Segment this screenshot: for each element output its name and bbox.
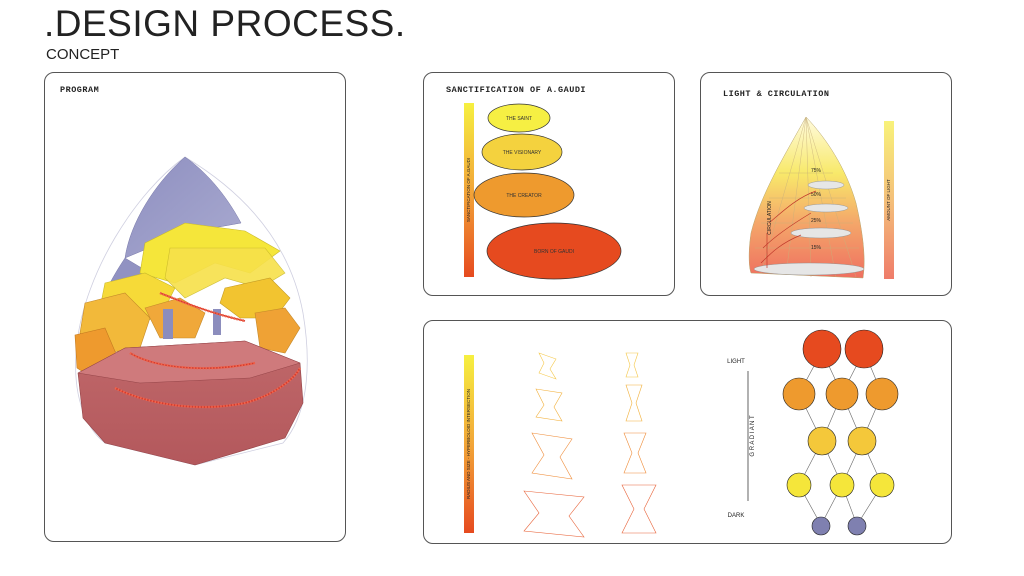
node-purple-1 xyxy=(811,516,831,536)
circulation-label: CIRCULATION xyxy=(767,201,773,235)
floor-slab-base xyxy=(753,262,865,276)
program-illustration xyxy=(74,156,308,466)
radius-bar-label: RADIUS AND SIZE - HYPERBOLOID INTERSECTI… xyxy=(466,389,471,499)
gradient-axis-label: G R A D I A N T xyxy=(750,415,756,457)
stage-born-ellipse xyxy=(486,222,622,280)
sanctification-gradient-bar xyxy=(464,103,474,277)
stage-creator-ellipse xyxy=(473,172,575,218)
stage-born-label: BORN OF GAUDI xyxy=(534,249,574,255)
hyperboloid-column-2 xyxy=(621,352,657,534)
program-label: PROGRAM xyxy=(60,85,100,95)
sanctification-label: SANCTIFICATION OF A.GAUDI xyxy=(446,85,587,95)
spiral-stair-treads xyxy=(114,291,302,409)
sanctification-diagram: SANCTIFICATION OF A.GAUDI THE SAINT THE … xyxy=(464,103,622,280)
circulation-paths xyxy=(760,190,817,268)
percent-25: 25% xyxy=(811,218,822,224)
program-panel: PROGRAM xyxy=(44,72,346,542)
stage-creator-label: THE CREATOR xyxy=(506,193,542,199)
gradient-diagram: RADIUS AND SIZE - HYPERBOLOID INTERSECTI… xyxy=(464,329,899,538)
stage-saint-ellipse xyxy=(487,103,551,133)
node-gold-2 xyxy=(847,426,877,456)
node-orange-3 xyxy=(865,377,899,411)
node-orange-2 xyxy=(825,377,859,411)
red-base-top xyxy=(77,340,301,384)
floor-slab-50 xyxy=(803,203,849,213)
cone-wireframe xyxy=(755,116,859,278)
light-gradient-bar xyxy=(884,121,894,279)
light-circulation-label: LIGHT & CIRCULATION xyxy=(723,89,830,99)
pillar-left xyxy=(163,309,173,339)
floor-slab-25 xyxy=(790,227,852,239)
light-axis-label: LIGHT xyxy=(727,359,745,365)
light-circulation-diagram: 75% 50% 25% 15% CIRCULATION AMOUNT OF LI… xyxy=(748,116,894,279)
node-red-2 xyxy=(844,329,884,369)
stage-visionary-label: THE VISIONARY xyxy=(503,150,542,156)
stage-visionary-ellipse xyxy=(481,133,563,171)
sanctification-panel: SANCTIFICATION OF A.GAUDI SANCTIFICATION… xyxy=(423,72,675,296)
light-bar-label: AMOUNT OF LIGHT xyxy=(886,179,891,221)
node-red-1 xyxy=(802,329,842,369)
radius-gradient-bar xyxy=(464,355,474,533)
node-yellow-2 xyxy=(829,472,855,498)
node-yellow-1 xyxy=(786,472,812,498)
sanctification-bar-label: SANCTIFICATION OF A.GAUDI xyxy=(466,158,471,222)
orange-petal-right xyxy=(254,307,301,354)
light-circulation-panel: LIGHT & CIRCULATION 75% 50% 25% xyxy=(700,72,952,296)
percent-15: 15% xyxy=(811,245,822,251)
percent-75: 75% xyxy=(811,168,822,174)
percent-50: 50% xyxy=(811,192,822,198)
stage-saint-label: THE SAINT xyxy=(506,116,532,122)
page-subtitle: CONCEPT xyxy=(46,46,120,63)
gradient-nodes xyxy=(782,329,899,536)
node-yellow-3 xyxy=(869,472,895,498)
gradient-panel: RADIUS AND SIZE - HYPERBOLOID INTERSECTI… xyxy=(423,320,952,544)
dark-axis-label: DARK xyxy=(728,513,745,519)
node-purple-2 xyxy=(847,516,867,536)
light-cone xyxy=(748,116,865,279)
floor-slab-75 xyxy=(807,180,845,190)
pillar-right xyxy=(213,309,221,335)
hyperboloid-column-1 xyxy=(523,352,585,538)
page-title: .DESIGN PROCESS. xyxy=(44,3,406,44)
node-orange-1 xyxy=(782,377,816,411)
node-gold-1 xyxy=(807,426,837,456)
